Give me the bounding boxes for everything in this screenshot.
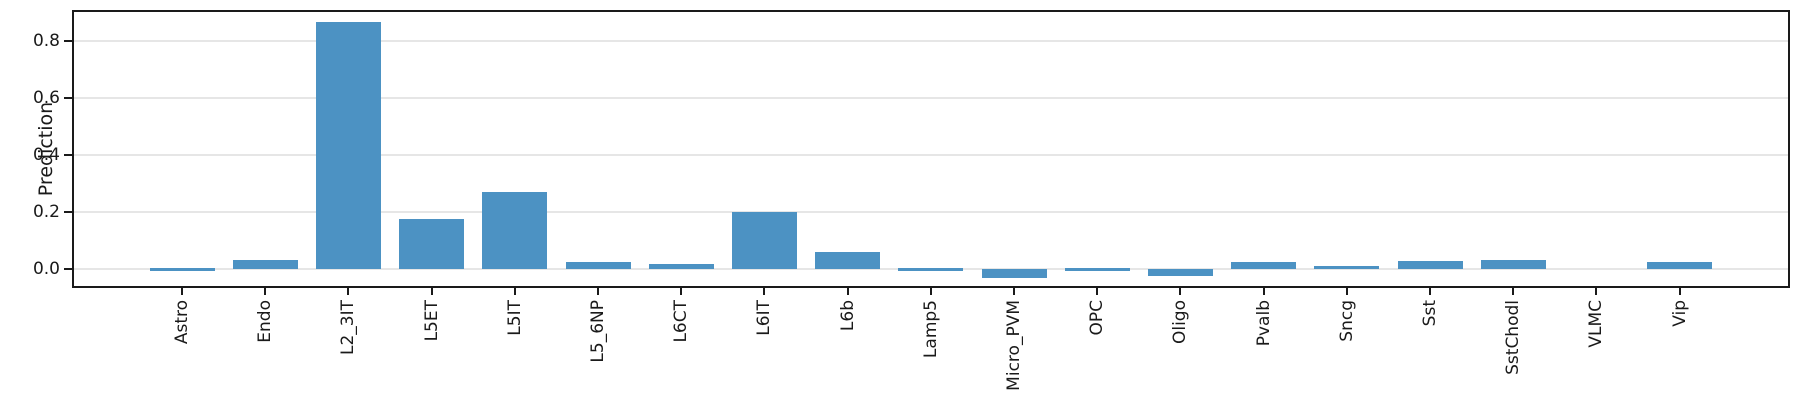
x-tick-label-Lamp5: Lamp5 (920, 300, 941, 359)
x-tick-label-VLMC: VLMC (1586, 300, 1607, 348)
x-tick-label-Astro: Astro (172, 300, 192, 345)
bar-Micro_PVM (981, 269, 1047, 278)
bar-Astro (149, 268, 215, 271)
bar-OPC (1064, 268, 1130, 271)
x-tick-mark-L5ET (430, 288, 433, 295)
x-tick-mark-L6IT (763, 288, 766, 295)
plot-area (72, 10, 1790, 288)
x-tick-label-L6CT: L6CT (671, 300, 692, 343)
x-tick-label-OPC: OPC (1087, 300, 1108, 336)
x-tick-mark-L5_6NP (597, 288, 599, 295)
bar-Oligo (1147, 269, 1213, 276)
y-tick-label-0.6: 0.6 (32, 88, 60, 108)
x-tick-mark-Sst (1429, 288, 1431, 295)
y-tick-mark-0.2 (64, 211, 72, 213)
x-tick-mark-L6b (846, 288, 849, 295)
bar-Sncg (1314, 265, 1380, 269)
bar-L6b (815, 251, 881, 269)
x-tick-mark-Oligo (1179, 288, 1182, 295)
x-tick-mark-Endo (264, 288, 267, 295)
y-tick-label-0.2: 0.2 (32, 202, 60, 222)
bar-Vip (1647, 261, 1713, 269)
x-tick-label-L6b: L6b (837, 300, 858, 332)
bar-Sst (1397, 261, 1463, 269)
bar-Endo (232, 260, 298, 269)
x-tick-mark-Sncg (1345, 288, 1348, 295)
x-tick-label-SstChodl: SstChodl (1503, 300, 1524, 375)
x-tick-label-L5IT: L5IT (504, 300, 525, 336)
x-tick-label-L5ET: L5ET (421, 300, 442, 342)
gridline-0.6 (74, 97, 1788, 99)
y-tick-label-0.8: 0.8 (32, 31, 60, 51)
x-tick-mark-L6CT (680, 288, 683, 295)
y-tick-label-0.4: 0.4 (32, 145, 60, 165)
bar-SstChodl (1480, 259, 1546, 269)
bar-L5_6NP (565, 262, 631, 269)
x-tick-mark-Astro (181, 288, 183, 295)
y-tick-mark-0.0 (64, 268, 72, 270)
x-tick-mark-Lamp5 (929, 288, 932, 295)
x-tick-label-Pvalb: Pvalb (1253, 300, 1274, 347)
gridline-0.4 (74, 154, 1788, 156)
x-tick-mark-VLMC (1595, 288, 1598, 295)
x-tick-mark-L5IT (513, 288, 516, 295)
gridline-0.8 (74, 40, 1788, 42)
x-tick-mark-L2_3IT (347, 288, 350, 295)
bar-L5IT (482, 192, 548, 269)
y-tick-label-0.0: 0.0 (32, 259, 60, 279)
y-tick-mark-0.6 (64, 97, 72, 99)
x-tick-mark-OPC (1096, 288, 1099, 295)
x-tick-mark-SstChodl (1512, 288, 1515, 295)
bar-L2_3IT (315, 22, 381, 269)
x-tick-mark-Pvalb (1262, 288, 1265, 295)
x-tick-label-L2_3IT: L2_3IT (338, 300, 359, 356)
bar-Pvalb (1231, 262, 1297, 269)
gridline-0.2 (74, 211, 1788, 213)
x-tick-label-Vip: Vip (1669, 300, 1690, 327)
x-tick-label-Oligo: Oligo (1170, 300, 1191, 345)
x-tick-label-Micro_PVM: Micro_PVM (1004, 300, 1024, 391)
bar-L5ET (399, 219, 465, 269)
x-tick-label-Endo: Endo (255, 300, 276, 343)
x-tick-mark-Micro_PVM (1013, 288, 1015, 295)
bar-Lamp5 (898, 268, 964, 271)
x-tick-label-Sst: Sst (1420, 300, 1440, 327)
bar-L6CT (648, 264, 714, 269)
x-tick-label-L5_6NP: L5_6NP (588, 300, 608, 363)
x-tick-label-Sncg: Sncg (1336, 300, 1357, 342)
y-tick-mark-0.8 (64, 40, 72, 42)
y-tick-mark-0.4 (64, 154, 72, 156)
x-tick-label-L6IT: L6IT (754, 300, 775, 336)
bar-L6IT (731, 212, 797, 269)
x-tick-mark-Vip (1678, 288, 1681, 295)
